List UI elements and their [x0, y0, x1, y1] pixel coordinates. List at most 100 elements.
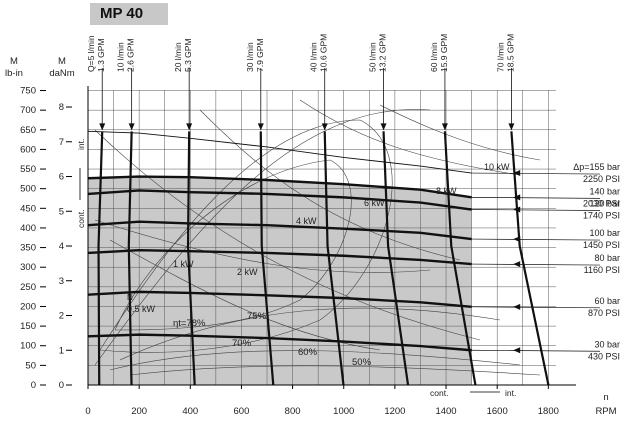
y-lbin-tick-label: 600 [20, 144, 36, 155]
chart-labels: Q=5 l/min 1.3 GPM 10 l/min 2.6 GPM 20 l/min 5… [5, 34, 620, 417]
pressure-bar-label: 120 bar [589, 199, 620, 209]
y-lbin-label-m: M [10, 56, 18, 67]
pressure-psi-label: 2250 PSI [583, 174, 620, 184]
pressure-leader [471, 349, 601, 352]
power-label: 6 kW [364, 198, 385, 208]
zone-cont-vertical: cont. [76, 210, 86, 228]
efficiency-curve [109, 350, 521, 371]
pressure-arrow [513, 347, 521, 354]
efficiency-curve [99, 119, 393, 353]
chart-title: MP 40 [100, 5, 144, 22]
pressure-line [87, 130, 472, 174]
flow-line-arrow [441, 123, 448, 131]
pressure-arrow [513, 236, 521, 243]
zone-int-horizontal: int. [505, 388, 516, 398]
y-danm-tick-label: 1 [59, 345, 64, 356]
power-label: 0.5 kW [127, 304, 156, 314]
flow-line-arrow [380, 123, 387, 131]
pressure-arrow [513, 303, 521, 310]
flow-gpm-label: 13.2 GPM [378, 34, 388, 72]
flow-lpm-label: 10 l/min [116, 42, 126, 72]
flow-line [382, 131, 410, 386]
pressure-line [87, 189, 472, 211]
y-danm-label-unit: daNm [49, 68, 74, 79]
efficiency-curve [379, 104, 541, 161]
y-danm-tick-label: 7 [59, 137, 64, 148]
y-lbin-tick-label: 500 [20, 184, 36, 195]
flow-gpm-label: 7.9 GPM [255, 38, 265, 72]
pressure-psi-label: 870 PSI [588, 308, 620, 318]
n-marker-label: N [127, 293, 133, 302]
y-lbin-tick-label: 250 [20, 282, 36, 293]
pressure-leader [471, 197, 601, 199]
axes [40, 86, 576, 393]
pressure-line [87, 290, 472, 309]
flow-gpm-label: 10.6 GPM [319, 34, 329, 72]
y-lbin-tick-label: 650 [20, 125, 36, 136]
pressure-arrow [513, 261, 521, 268]
pressure-bar-label: 140 bar [589, 186, 620, 196]
y-lbin-tick-label: 50 [25, 360, 36, 371]
pressure-psi-label: 1740 PSI [583, 211, 620, 221]
flow-line-arrow [186, 123, 193, 131]
flow-line-arrow [321, 123, 328, 131]
power-label: 8 kW [436, 186, 457, 196]
efficiency-label: 75% [247, 311, 267, 322]
y-lbin-tick-label: 700 [20, 105, 36, 116]
flow-line-arrow [257, 123, 264, 131]
power-label: 1 kW [173, 259, 194, 269]
y-danm-tick-label: 3 [59, 276, 64, 287]
x-tick-label: 1400 [435, 406, 456, 417]
x-tick-label: 1000 [333, 406, 354, 417]
flow-gpm-label: 5.3 GPM [183, 38, 193, 72]
flow-lpm-label: 20 l/min [173, 42, 183, 72]
y-danm-tick-label: 4 [59, 241, 64, 252]
y-danm-tick-label: 2 [59, 311, 64, 322]
flow-gpm-label: 15.9 GPM [439, 34, 449, 72]
flow-line [127, 131, 133, 386]
flow-lpm-label: Q=5 l/min [86, 35, 96, 72]
y-lbin-tick-label: 450 [20, 203, 36, 214]
x-axis-label-n: n [603, 392, 608, 403]
y-lbin-tick-label: 350 [20, 243, 36, 254]
pressure-arrow [513, 206, 521, 213]
pressure-bar-label: 100 bar [589, 228, 620, 238]
efficiency-label: 60% [298, 347, 318, 358]
zone-cont-horizontal: cont. [430, 388, 448, 398]
efficiency-label: ηt=78% [173, 318, 206, 329]
pressure-line [87, 248, 472, 266]
flow-lpm-label: 30 l/min [245, 42, 255, 72]
pressure-psi-label: 430 PSI [588, 351, 620, 361]
pressure-leader [471, 172, 601, 175]
flow-gpm-label: 2.6 GPM [126, 38, 136, 72]
y-lbin-tick-label: 750 [20, 86, 36, 97]
efficiency-label: 50% [352, 357, 372, 368]
pressure-bar-label: 30 bar [594, 339, 620, 349]
chart-title-box: MP 40 [90, 3, 168, 25]
pressure-psi-label: 1450 PSI [583, 240, 620, 250]
pressure-line [87, 220, 472, 241]
y-danm-tick-label: 0 [59, 380, 64, 391]
pressure-line [87, 333, 472, 352]
y-lbin-tick-label: 200 [20, 301, 36, 312]
pressure-psi-label: 1160 PSI [584, 265, 620, 275]
x-tick-label: 200 [131, 406, 147, 417]
zone-int-vertical: int. [76, 139, 86, 150]
pressure-leader [471, 238, 601, 241]
flow-lpm-label: 70 l/min [495, 42, 505, 72]
pressure-arrow [513, 194, 521, 201]
efficiency-curve [94, 129, 481, 341]
x-tick-label: 0 [85, 406, 90, 417]
y-danm-tick-label: 8 [59, 102, 64, 113]
flow-line [186, 131, 196, 386]
flow-line-arrow [128, 123, 135, 131]
y-danm-tick-label: 6 [59, 172, 64, 183]
flow-line-arrow [99, 123, 106, 131]
x-tick-label: 600 [234, 406, 250, 417]
efficiency-curve [114, 159, 352, 331]
y-danm-label-m: M [58, 56, 66, 67]
pressure-leader [471, 209, 601, 211]
flow-line [97, 131, 104, 386]
x-tick-label: 1200 [384, 406, 405, 417]
pressure-leader [471, 263, 601, 266]
